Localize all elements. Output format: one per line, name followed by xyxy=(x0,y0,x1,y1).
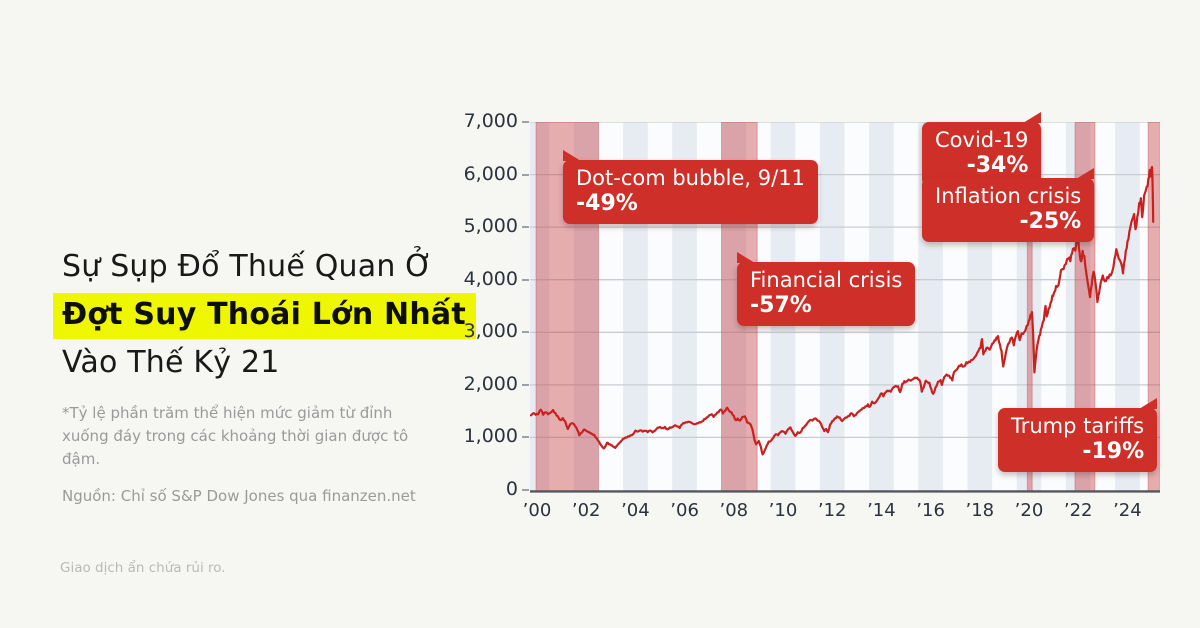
annotation-label: Trump tariffs xyxy=(1011,414,1145,438)
headline-line-2: Đợt Suy Thoái Lớn Nhất xyxy=(53,292,476,340)
y-axis-tick xyxy=(522,436,529,439)
source-text: Nguồn: Chỉ số S&P Dow Jones qua finanzen… xyxy=(62,487,416,505)
y-axis-label: 3,000 xyxy=(463,320,518,343)
risk-disclaimer: Giao dịch ẩn chứa rủi ro. xyxy=(60,560,226,576)
x-axis-label: ’22 xyxy=(1063,500,1093,521)
annotation-label: Financial crisis xyxy=(750,268,903,292)
y-axis-label: 7,000 xyxy=(463,110,518,132)
x-axis-label: ’06 xyxy=(670,500,699,521)
y-axis-label: 2,000 xyxy=(463,372,518,395)
headline-line-1: Sự Sụp Đổ Thuế Quan Ở xyxy=(62,249,433,284)
annotation-inflation-crisis: Inflation crisis -25% xyxy=(922,168,1095,242)
x-axis-label: ’16 xyxy=(916,500,945,521)
annotation-percent: -34% xyxy=(966,153,1029,178)
x-axis-label: ’18 xyxy=(965,500,995,521)
x-axis-label: ’08 xyxy=(719,500,749,521)
annotation-covid-19: Covid-19 -34% xyxy=(922,112,1042,186)
x-axis-label: ’04 xyxy=(621,500,650,521)
headline-line-3: Vào Thế Kỷ 21 xyxy=(62,345,280,380)
annotation-percent: -49% xyxy=(576,191,638,216)
y-axis-label: 4,000 xyxy=(463,267,518,290)
annotation-percent: -19% xyxy=(1082,439,1145,464)
annotation-layer: Dot-com bubble, 9/11 -49% Financial cris… xyxy=(530,112,1160,493)
y-axis-label: 0 xyxy=(505,478,518,500)
annotation-trump-tariffs: Trump tariffs -19% xyxy=(998,398,1158,472)
x-axis-label: ’14 xyxy=(867,500,896,521)
x-axis-label: ’24 xyxy=(1113,500,1142,521)
x-axis-label: ’20 xyxy=(1014,500,1044,521)
annotation-percent: -57% xyxy=(750,293,812,318)
annotation-label: Dot-com bubble, 9/11 xyxy=(576,166,805,190)
y-axis-tick xyxy=(522,489,529,491)
y-axis-label: 1,000 xyxy=(463,425,518,448)
y-axis-label: 6,000 xyxy=(463,162,518,185)
y-axis-tick xyxy=(522,173,529,176)
footnote-block: *Tỷ lệ phần trăm thể hiện mức giảm từ đỉ… xyxy=(62,402,434,508)
footnote-text: *Tỷ lệ phần trăm thể hiện mức giảm từ đỉ… xyxy=(62,404,409,468)
x-axis-label: ’00 xyxy=(522,500,552,521)
annotation-percent: -25% xyxy=(1019,209,1082,234)
annotation-dotcom-bubble: Dot-com bubble, 9/11 -49% xyxy=(563,150,818,224)
x-axis-label: ’10 xyxy=(768,500,798,521)
x-axis-label: ’02 xyxy=(571,500,601,521)
headline-highlight: Đợt Suy Thoái Lớn Nhất xyxy=(53,293,476,339)
y-axis-tick xyxy=(522,331,529,334)
page-title: Sự Sụp Đổ Thuế Quan Ở Đợt Suy Thoái Lớn … xyxy=(53,244,476,388)
annotation-financial-crisis: Financial crisis -57% xyxy=(737,252,916,326)
y-axis-tick xyxy=(522,383,529,386)
annotation-label: Inflation crisis xyxy=(935,184,1082,208)
y-axis-label: 5,000 xyxy=(463,215,518,238)
y-axis-tick xyxy=(522,278,529,281)
annotation-label: Covid-19 xyxy=(935,128,1029,152)
y-axis-tick xyxy=(522,121,529,123)
y-axis-tick xyxy=(522,226,529,229)
x-axis-label: ’12 xyxy=(817,500,847,521)
